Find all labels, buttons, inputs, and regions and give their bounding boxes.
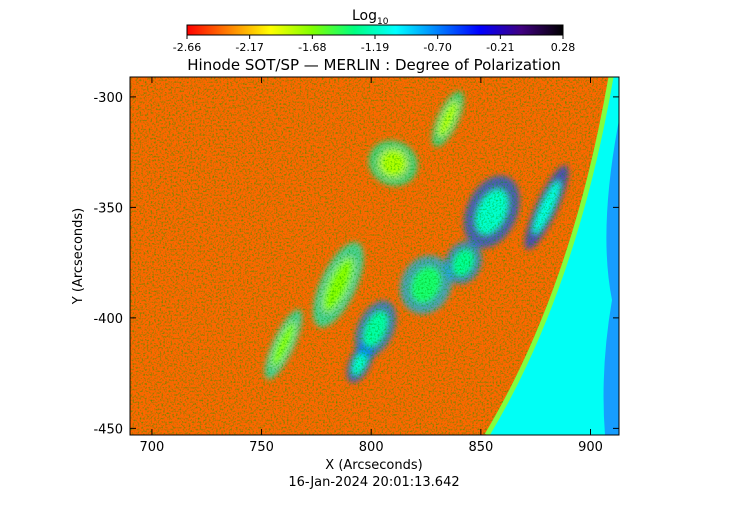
colorbar-ticks: -2.66 -2.17 -1.68 -1.19 -0.70 -0.21 0.28 [173, 35, 575, 54]
heatmap-image [130, 77, 619, 435]
colorbar-tick-label: -1.68 [298, 41, 326, 54]
y-axis-label: Y (Arcseconds) [71, 208, 86, 305]
colorbar-label: Log10 [352, 8, 389, 27]
x-tick-label: 850 [468, 440, 493, 455]
colorbar-tick-label: -2.66 [173, 41, 201, 54]
x-axis-label: X (Arcseconds) [325, 458, 422, 473]
x-tick-label: 750 [249, 440, 274, 455]
colorbar-tick-label: -0.70 [423, 41, 451, 54]
x-tick-label: 700 [140, 440, 165, 455]
timestamp: 16-Jan-2024 20:01:13.642 [288, 475, 459, 490]
plot-frame [129, 76, 620, 436]
y-tick-label: -450 [93, 422, 123, 437]
colorbar-tick-label: -1.19 [361, 41, 389, 54]
y-tick-label: -400 [93, 312, 123, 327]
limb-edge [484, 77, 614, 435]
off-limb-region [487, 77, 619, 435]
colorbar: Log10 -2.66 -2.17 -1.68 -1.19 -0.70 -0.21 0.28 [173, 8, 575, 54]
chart-title: Hinode SOT/SP — MERLIN : Degree of Polar… [187, 56, 561, 74]
colorbar-tick-label: -0.21 [486, 41, 514, 54]
y-tick-label: -300 [93, 91, 123, 106]
colorbar-gradient [186, 24, 564, 36]
y-tick-label: -350 [93, 201, 123, 216]
x-tick-label: 900 [578, 440, 603, 455]
x-tick-label: 800 [359, 440, 384, 455]
colorbar-tick-label: 0.28 [551, 41, 576, 54]
axes: 700 750 800 850 900 -300 -350 -400 -450 [93, 77, 619, 455]
colorbar-tick-label: -2.17 [235, 41, 263, 54]
off-limb-blue-band [603, 120, 619, 435]
